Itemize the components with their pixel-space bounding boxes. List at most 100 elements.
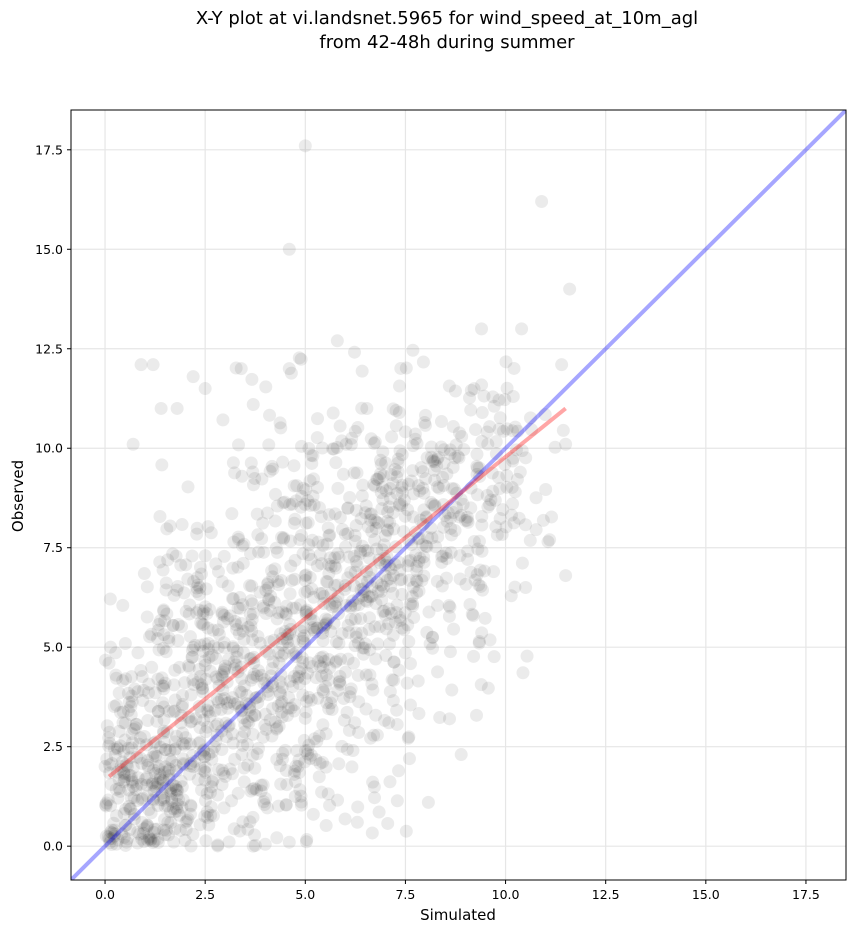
scatter-point — [369, 597, 383, 611]
scatter-point — [406, 464, 420, 478]
scatter-point — [419, 408, 433, 422]
scatter-point — [406, 439, 420, 453]
scatter-point — [137, 567, 151, 581]
scatter-point — [504, 589, 518, 603]
scatter-point — [201, 621, 215, 635]
scatter-point — [313, 757, 327, 771]
scatter-point — [519, 581, 533, 595]
scatter-point — [278, 495, 292, 509]
scatter-point — [104, 799, 118, 813]
scatter-point — [179, 558, 193, 572]
scatter-point — [163, 743, 177, 757]
scatter-point — [230, 696, 244, 710]
scatter-point — [445, 683, 459, 697]
scatter-point — [270, 752, 284, 766]
scatter-point — [319, 680, 333, 694]
y-tick-label: 2.5 — [43, 739, 63, 754]
scatter-point — [275, 705, 289, 719]
scatter-point — [270, 721, 284, 735]
scatter-point — [298, 139, 312, 153]
scatter-point — [338, 579, 352, 593]
scatter-point — [335, 522, 349, 536]
scatter-point — [442, 379, 456, 393]
scatter-point — [234, 616, 248, 630]
scatter-point — [234, 362, 248, 376]
scatter-point — [132, 737, 146, 751]
scatter-point — [365, 525, 379, 539]
scatter-point — [364, 563, 378, 577]
scatter-point — [420, 625, 434, 639]
scatter-point — [221, 579, 235, 593]
scatter-point — [470, 488, 484, 502]
scatter-point — [109, 646, 123, 660]
scatter-point — [287, 634, 301, 648]
scatter-point — [374, 486, 388, 500]
scatter-point — [242, 697, 256, 711]
scatter-point — [171, 618, 185, 632]
scatter-point — [339, 665, 353, 679]
scatter-point — [157, 823, 171, 837]
scatter-point — [420, 540, 434, 554]
scatter-point — [196, 681, 210, 695]
scatter-point — [443, 600, 457, 614]
scatter-point — [248, 471, 262, 485]
scatter-point — [107, 700, 121, 714]
scatter-point — [253, 636, 267, 650]
scatter-point — [380, 573, 394, 587]
scatter-point — [153, 509, 167, 523]
scatter-point — [281, 628, 295, 642]
scatter-point — [170, 783, 184, 797]
scatter-point — [282, 691, 296, 705]
scatter-point — [490, 528, 504, 542]
scatter-point — [358, 506, 372, 520]
scatter-point — [296, 631, 310, 645]
scatter-point — [151, 632, 165, 646]
scatter-point — [253, 585, 267, 599]
scatter-point — [335, 627, 349, 641]
scatter-point — [351, 420, 365, 434]
scatter-point — [181, 572, 195, 586]
scatter-point — [331, 481, 345, 495]
scatter-point — [215, 605, 229, 619]
scatter-point — [282, 835, 296, 849]
scatter-point — [248, 761, 262, 775]
scatter-point — [130, 750, 144, 764]
scatter-point — [256, 516, 270, 530]
scatter-point — [372, 553, 386, 567]
scatter-point — [311, 412, 325, 426]
scatter-point — [102, 739, 116, 753]
scatter-point — [331, 793, 345, 807]
scatter-point — [559, 569, 573, 583]
scatter-point — [198, 654, 212, 668]
scatter-point — [280, 709, 294, 723]
scatter-point — [219, 716, 233, 730]
scatter-point — [292, 669, 306, 683]
scatter-point — [341, 618, 355, 632]
scatter-point — [317, 589, 331, 603]
scatter-point — [191, 578, 205, 592]
scatter-point — [295, 489, 309, 503]
scatter-point — [464, 481, 478, 495]
scatter-point — [383, 482, 397, 496]
scatter-point — [489, 520, 503, 534]
scatter-point — [291, 760, 305, 774]
scatter-point — [157, 735, 171, 749]
scatter-point — [157, 682, 171, 696]
scatter-point — [204, 526, 218, 540]
scatter-point — [140, 820, 154, 834]
scatter-point — [289, 759, 303, 773]
scatter-point — [238, 725, 252, 739]
scatter-point — [275, 752, 289, 766]
scatter-point — [449, 501, 463, 515]
scatter-point — [329, 655, 343, 669]
scatter-point — [483, 633, 497, 647]
scatter-point — [329, 654, 343, 668]
scatter-point — [379, 649, 393, 663]
scatter-point — [182, 659, 196, 673]
scatter-point — [333, 419, 347, 433]
scatter-point — [264, 589, 278, 603]
scatter-point — [162, 704, 176, 718]
scatter-point — [332, 550, 346, 564]
scatter-point — [265, 662, 279, 676]
scatter-point — [170, 729, 184, 743]
